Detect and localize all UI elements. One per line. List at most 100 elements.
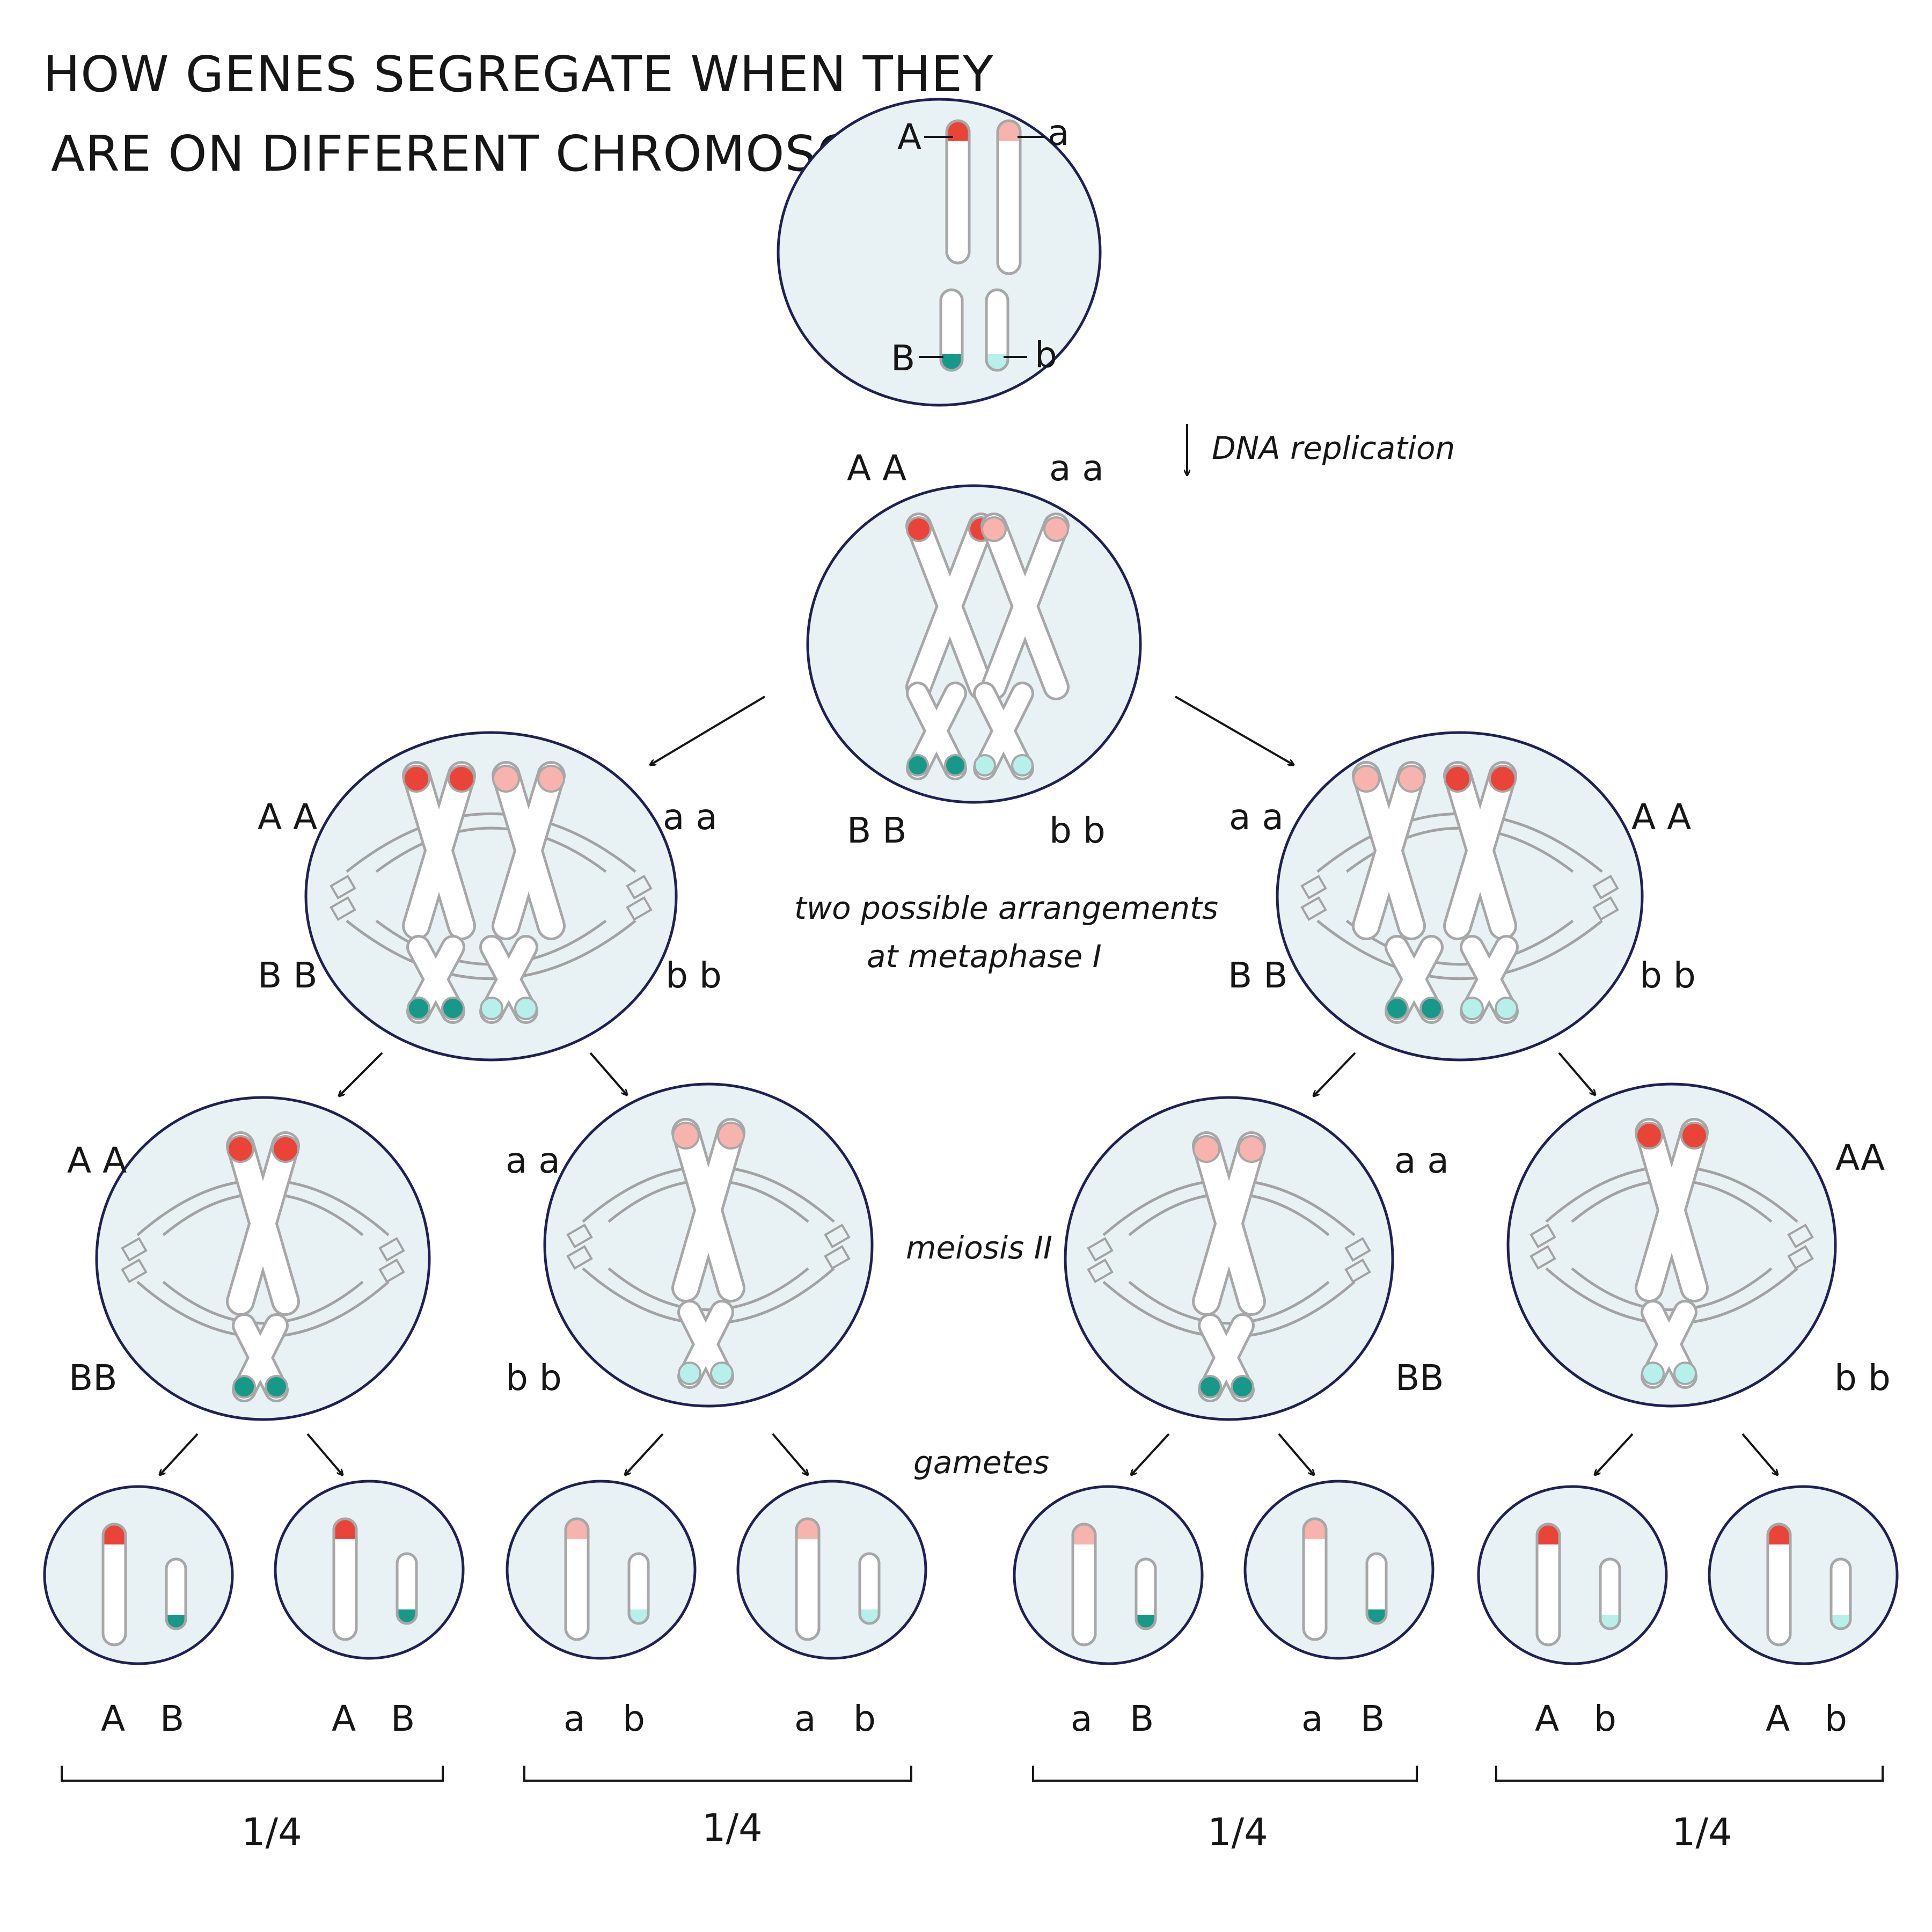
- centrosome-icon: [1592, 896, 1619, 921]
- centrosome-icon: [1787, 1224, 1814, 1248]
- meta-right-label-top-left: a a: [1229, 796, 1284, 838]
- gamete-5-small-chromosome: [1135, 1557, 1157, 1630]
- gamete-4-label-second: b: [853, 1698, 876, 1739]
- fraction-1: 1/4: [241, 1810, 302, 1854]
- centrosome-icon: [1300, 896, 1327, 921]
- chromosome-b: [985, 288, 1009, 372]
- meta-right-label-bottom-left: B B: [1228, 955, 1288, 996]
- gamete-6-small-chromosome: [1365, 1552, 1388, 1625]
- replicated-chromosome-aa: [980, 513, 1070, 700]
- centrosome-icon: [1344, 1258, 1371, 1283]
- parent-label-b: b: [1035, 334, 1057, 376]
- gamete-3-large-chromosome: [564, 1517, 590, 1641]
- gamete-6-label-second: B: [1360, 1698, 1385, 1739]
- meiosis-two-cell-1-bottom: BB: [69, 1357, 118, 1399]
- metaphase-note-line-1: two possible arrangements: [794, 890, 1218, 926]
- centrosome-icon: [626, 896, 653, 921]
- centrosome-icon: [626, 875, 653, 899]
- gamete-1-large-chromosome: [101, 1523, 127, 1646]
- meiosis-two-cell-1-large-chromosome: [226, 1131, 300, 1316]
- replication-label: DNA replication: [1212, 430, 1455, 466]
- arrows-to-gametes: [160, 1433, 1777, 1475]
- meta-left-chromosome-bb: [479, 935, 538, 1024]
- parent-label-A: A: [897, 116, 921, 158]
- meta-right-chromosome-BB: [1385, 935, 1444, 1024]
- title-line-1: HOW GENES SEGREGATE WHEN THEY: [43, 46, 993, 103]
- replicated-chromosome-BB: [906, 682, 967, 780]
- centrosome-icon: [1529, 1224, 1556, 1248]
- centrosome-icon: [1592, 875, 1619, 899]
- meta-left-label-top-left: A A: [258, 796, 317, 838]
- gamete-5-label-first: a: [1071, 1698, 1092, 1739]
- replicated-cell: [806, 484, 1142, 804]
- replication-label-AA: A A: [847, 448, 906, 489]
- arrows-to-meiosis-two: [339, 1052, 1595, 1096]
- gamete-3-label-second: b: [623, 1698, 645, 1739]
- metaphase-note-line-2: at metaphase I: [867, 938, 1102, 975]
- meiosis-two-cell-2: a a b b: [506, 1082, 874, 1408]
- fraction-4: 1/4: [1672, 1810, 1732, 1854]
- meiosis-two-cell-4-small-chromosome: [1641, 1300, 1697, 1389]
- chromosome-B: [939, 288, 964, 372]
- meiosis-two-cell-2-large-chromosome: [671, 1118, 745, 1302]
- gamete-7-label-first: A: [1535, 1698, 1559, 1739]
- fraction-3: 1/4: [1208, 1810, 1268, 1854]
- parent-cell: A a B b: [777, 98, 1102, 407]
- gamete-6-label-first: a: [1301, 1698, 1323, 1739]
- meta-right-chromosome-bb: [1460, 935, 1519, 1024]
- gamete-4-small-chromosome: [858, 1552, 881, 1625]
- meiosis-two-cell-2-small-chromosome: [677, 1300, 734, 1389]
- meiosis-two-cell-1-small-chromosome: [232, 1313, 289, 1402]
- meta-left-chromosome-BB: [406, 935, 465, 1024]
- meiosis-two-cell-3-small-chromosome: [1198, 1313, 1255, 1402]
- fraction-brackets: [61, 1766, 1884, 1782]
- centrosome-icon: [1087, 1258, 1114, 1283]
- chromosome-A: [945, 119, 971, 265]
- gamete-1-small-chromosome: [165, 1557, 187, 1630]
- gamete-8-small-chromosome: [1829, 1557, 1852, 1630]
- gamete-8-label-second: b: [1825, 1698, 1847, 1739]
- centrosome-icon: [1300, 875, 1327, 899]
- centrosome-icon: [121, 1237, 148, 1262]
- replication-label-bb: b b: [1049, 810, 1106, 851]
- centrosome-icon: [824, 1245, 851, 1270]
- centrosome-icon: [1787, 1245, 1814, 1270]
- gamete-2-large-chromosome: [332, 1517, 358, 1641]
- meiosis-two-cell-3-top: a a: [1394, 1140, 1449, 1181]
- centrosome-icon: [378, 1237, 405, 1262]
- centrosome-icon: [330, 896, 356, 921]
- meiosis-two-cell-2-top: a a: [506, 1140, 560, 1181]
- fraction-2: 1/4: [702, 1806, 763, 1850]
- metaphase-cell-right: a a A A B B b b: [1228, 731, 1696, 1062]
- replication-step: DNA replication A A a a B B b b: [847, 424, 1455, 851]
- meiosis-two-cell-4-top: AA: [1835, 1137, 1885, 1179]
- centrosome-icon: [824, 1224, 851, 1248]
- meiosis-two-cell-1-top: A A: [67, 1140, 127, 1181]
- meta-left-chromosome-AA: [402, 761, 476, 940]
- gamete-1-label-second: B: [160, 1698, 184, 1739]
- gamete-8-label-first: A: [1766, 1698, 1790, 1739]
- gamete-8-large-chromosome: [1766, 1523, 1792, 1646]
- gamete-2-label-second: B: [391, 1698, 415, 1739]
- spindle-fibers: [330, 812, 653, 980]
- centrosome-icon: [1087, 1237, 1114, 1262]
- arrow-to-metaphase-left: [650, 696, 766, 765]
- meiosis-two-cell-4: AA b b: [1506, 1082, 1891, 1408]
- meta-right-label-bottom-right: b b: [1640, 955, 1696, 996]
- centrosome-icon: [330, 875, 356, 899]
- gamete-5-large-chromosome: [1071, 1523, 1097, 1646]
- gamete-2-label-first: A: [332, 1698, 356, 1739]
- meiosis-two-label: meiosis II: [906, 1230, 1052, 1266]
- metaphase-cell-left: A A a a B B b b: [258, 731, 722, 1062]
- centrosome-icon: [566, 1224, 593, 1248]
- gamete-4-label-first: a: [794, 1698, 816, 1739]
- meiosis-two-cell-3-large-chromosome: [1192, 1131, 1266, 1316]
